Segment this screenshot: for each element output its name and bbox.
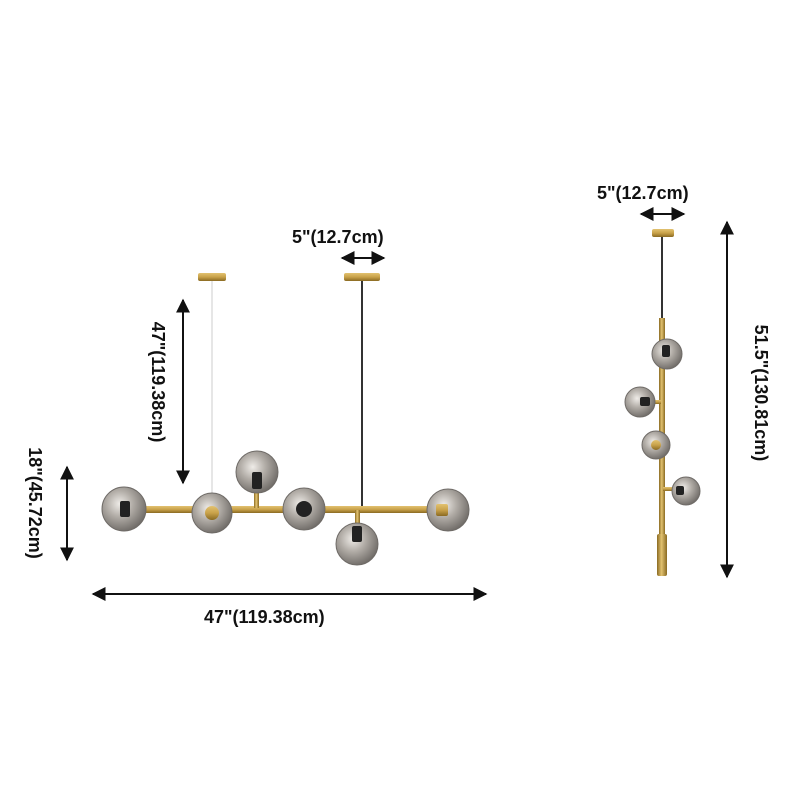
branch-up — [254, 480, 259, 508]
vertical-overall-height-label: 51.5"(130.81cm) — [751, 324, 771, 462]
body-height-label: 18"(45.72cm) — [25, 447, 45, 559]
vertical-end-cap — [657, 534, 667, 576]
globe-shade — [641, 430, 671, 460]
globe-shade — [191, 492, 233, 534]
right-canopy — [344, 273, 380, 281]
branch-down — [355, 510, 360, 532]
globe-shade — [651, 338, 683, 370]
globe-shade — [335, 522, 379, 566]
canopy-width-label: 5"(12.7cm) — [292, 227, 384, 247]
vertical-pendant — [624, 229, 701, 576]
globe-shade — [101, 486, 147, 532]
overall-width-label: 47"(119.38cm) — [204, 607, 325, 627]
globe-shade — [282, 487, 326, 531]
globe-shade — [624, 386, 656, 418]
vertical-canopy — [652, 229, 674, 237]
globe-shade — [426, 488, 470, 532]
vertical-canopy-width-label: 5"(12.7cm) — [597, 183, 689, 203]
horizontal-chandelier — [101, 273, 470, 566]
globe-shade — [671, 476, 701, 506]
vertical-arm — [663, 487, 679, 491]
drop-height-label: 47"(119.38cm) — [148, 321, 168, 443]
vertical-brass-stem — [659, 318, 665, 534]
globe-shade — [235, 450, 279, 494]
left-canopy — [198, 273, 226, 281]
